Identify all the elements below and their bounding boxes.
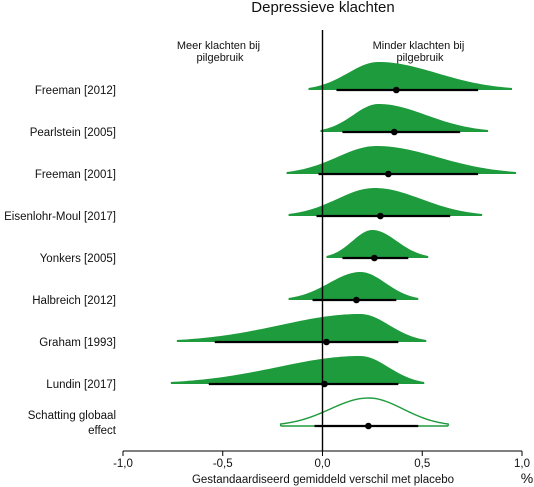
estimate-point-graham-1993 (323, 338, 330, 346)
density-lundin-2017 (170, 356, 425, 384)
study-label-line: Graham [1993] (39, 337, 116, 349)
plot-area: Freeman [2012] Pearlstein [2005] Freeman [… (4, 62, 517, 437)
study-label-schatting-globaal-effect: Schatting globaal effect (28, 410, 117, 437)
x-tick-label: -0,5 (213, 458, 233, 470)
study-label-freeman-2012: Freeman [2012] (35, 85, 116, 97)
annotation-right: Minder klachten bij pilgebruik (373, 40, 468, 64)
study-label-pearlstein-2005: Pearlstein [2005] (30, 127, 116, 139)
x-tick-label: 0,5 (414, 458, 430, 470)
study-label-halbreich-2012: Halbreich [2012] (32, 295, 116, 307)
annotation-right-line-1: Minder klachten bij (373, 40, 465, 52)
estimate-point-schatting-globaal-effect (365, 422, 372, 430)
x-tick-label: -1,0 (113, 458, 133, 470)
study-label-line: Freeman [2012] (35, 85, 116, 97)
density-freeman-2012 (308, 62, 513, 90)
x-tick-label: 1,0 (514, 458, 530, 470)
unit-label: % (521, 470, 533, 486)
study-label-line: Pearlstein [2005] (30, 127, 116, 139)
chart-title: Depressieve klachten (251, 0, 394, 16)
annotation-left-line-1: Meer klachten bij (177, 40, 260, 52)
study-label-line: Schatting globaal (28, 410, 116, 422)
study-label-line: Lundin [2017] (46, 379, 116, 391)
study-label-line: Freeman [2001] (35, 169, 116, 181)
density-schatting-globaal-effect (279, 397, 449, 426)
x-axis: -1,0 -0,5 0,0 0,5 1,0 (113, 450, 530, 470)
study-label-yonkers-2005: Yonkers [2005] (40, 253, 116, 265)
density-eisenlohr-moul-2017 (288, 188, 483, 216)
estimate-point-freeman-2001 (385, 170, 392, 178)
x-tick-label: 0,0 (315, 458, 331, 470)
density-pearlstein-2005 (320, 104, 489, 132)
estimate-point-eisenlohr-moul-2017 (377, 212, 384, 220)
estimate-point-freeman-2012 (393, 86, 400, 94)
estimate-point-yonkers-2005 (371, 254, 378, 262)
density-freeman-2001 (286, 146, 517, 174)
study-label-freeman-2001: Freeman [2001] (35, 169, 116, 181)
annotation-left: Meer klachten bij pilgebruik (177, 40, 263, 64)
estimate-point-halbreich-2012 (353, 296, 360, 304)
study-label-line: effect (88, 425, 117, 437)
density-yonkers-2005 (326, 230, 429, 258)
annotation-left-line-2: pilgebruik (196, 52, 244, 64)
annotation-right-line-2: pilgebruik (396, 52, 444, 64)
estimate-point-pearlstein-2005 (391, 128, 398, 136)
study-label-line: Halbreich [2012] (32, 295, 116, 307)
study-label-line: Eisenlohr-Moul [2017] (4, 211, 116, 223)
study-label-line: Yonkers [2005] (40, 253, 116, 265)
study-label-graham-1993: Graham [1993] (39, 337, 116, 349)
study-label-eisenlohr-moul-2017: Eisenlohr-Moul [2017] (4, 211, 116, 223)
density-halbreich-2012 (288, 272, 419, 300)
density-graham-1993 (176, 314, 427, 342)
study-label-lundin-2017: Lundin [2017] (46, 379, 116, 391)
x-axis-label: Gestandaardiseerd gemiddeld verschil met… (192, 474, 454, 486)
